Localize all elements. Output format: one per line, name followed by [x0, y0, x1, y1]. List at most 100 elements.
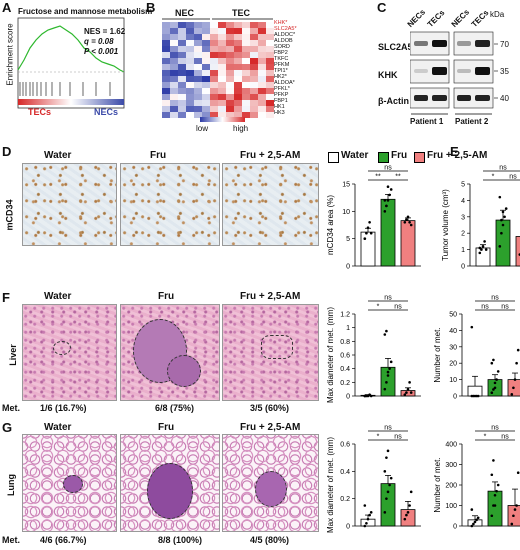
- heatmap-cell: [178, 58, 186, 64]
- heatmap-cell: [250, 58, 258, 64]
- legend-label-fru-25am: Fru + 2,5-AM: [427, 150, 488, 161]
- lung-met-fru-25am: 4/5 (80%): [250, 535, 290, 545]
- heatmap-cell: [218, 94, 226, 100]
- heatmap-legend-high: high: [233, 124, 249, 133]
- data-point: [369, 511, 373, 514]
- significance-label: **: [375, 174, 381, 181]
- heatmap-cell: [178, 106, 186, 112]
- heatmap-cell: [186, 82, 194, 88]
- blot-mw-35: 35: [500, 67, 509, 76]
- y-tick-label: 0: [346, 264, 350, 271]
- heatmap-cell: [186, 106, 194, 112]
- y-tick-label: 0.8: [340, 339, 350, 346]
- bar-fru-2-5-am: [400, 220, 416, 267]
- data-point: [512, 386, 515, 390]
- gsea-plot: [17, 17, 125, 109]
- data-point: [513, 378, 517, 381]
- heatmap-cell: [210, 94, 218, 100]
- heatmap-cell: [250, 34, 258, 40]
- heatmap-cell: [162, 100, 170, 106]
- heatmap-cell: [226, 46, 234, 52]
- heatmap-cell: [226, 76, 234, 82]
- heatmap-cell: [202, 46, 210, 52]
- bar-fru-2-5-am: [400, 509, 416, 527]
- heatmap-cell: [242, 82, 250, 88]
- heatmap-cell: [258, 100, 266, 106]
- gsea-ylabel: Enrichment score: [5, 23, 15, 86]
- blot-kda-label: kDa: [490, 10, 505, 19]
- heatmap-cell: [170, 58, 178, 64]
- heatmap-cell: [210, 112, 218, 118]
- heatmap-gene-label: TPI1*: [274, 68, 288, 74]
- heatmap-cell: [218, 88, 226, 94]
- data-point: [493, 504, 497, 507]
- heatmap-cell: [226, 100, 234, 106]
- data-point: [493, 386, 497, 390]
- heatmap-gene-label: KHK*: [274, 20, 288, 26]
- heatmap-cell: [202, 58, 210, 64]
- heatmap-cell: [226, 22, 234, 28]
- heatmap-cell: [250, 76, 258, 82]
- data-point: [386, 185, 390, 189]
- heatmap-cell: [226, 34, 234, 40]
- bar-fru: [380, 483, 396, 527]
- heatmap-cell: [250, 112, 258, 118]
- band-khk-p2-nec: [457, 69, 471, 73]
- heatmap-cell: [218, 40, 226, 46]
- gsea-rank-gradient: [18, 99, 124, 105]
- heatmap-cell: [194, 112, 202, 118]
- heatmap-cell: [202, 40, 210, 46]
- y-tick-label: 10: [342, 209, 350, 216]
- data-point: [510, 522, 514, 526]
- heatmap-cell: [178, 28, 186, 34]
- data-point: [470, 508, 474, 511]
- data-point: [490, 473, 494, 477]
- heatmap-cell: [170, 82, 178, 88]
- heatmap-cell: [202, 112, 210, 118]
- heatmap-cell: [242, 100, 250, 106]
- heatmap-gene-label: TKFC: [274, 56, 289, 62]
- gsea-frame: [17, 17, 125, 109]
- heatmap-cell: [194, 46, 202, 52]
- significance-label: ns: [384, 165, 392, 172]
- heatmap-gene-label: HK2*: [274, 74, 287, 80]
- heatmap-cell: [234, 22, 242, 28]
- band-khk-p1-tec: [432, 67, 447, 75]
- lung-he-image-fru-25am: [222, 434, 319, 532]
- heatmap-cell: [194, 22, 202, 28]
- significance-label: ns: [384, 425, 392, 432]
- f-row-label: Liver: [7, 344, 18, 366]
- data-point: [403, 517, 407, 521]
- gsea-enrichment-curve: [17, 25, 125, 73]
- y-tick-label: 1.2: [340, 312, 350, 319]
- significance-label: ns: [509, 174, 517, 181]
- f-title-water: Water: [44, 291, 72, 302]
- heatmap-cell: [266, 34, 274, 40]
- heatmap-cell: [170, 34, 178, 40]
- data-point: [500, 231, 503, 235]
- heatmap-cell: [258, 76, 266, 82]
- heatmap-cell: [186, 64, 194, 70]
- heatmap-cell: [218, 112, 226, 118]
- data-point: [492, 388, 495, 391]
- liver-he-image-fru-25am: [222, 304, 319, 401]
- y-axis-label: Max diameter of met. (mm): [326, 437, 335, 533]
- heatmap-cell: [226, 58, 234, 64]
- heatmap-cell: [178, 64, 186, 70]
- heatmap-cell: [194, 34, 202, 40]
- heatmap-color-legend: [200, 117, 245, 122]
- panel-a-label: A: [2, 0, 12, 15]
- heatmap-cell: [234, 52, 242, 58]
- data-point: [476, 516, 480, 520]
- legend-swatch-fru-25am: [414, 152, 425, 163]
- heatmap-cell: [202, 100, 210, 106]
- heatmap-cell: [258, 82, 266, 88]
- heatmap-cell: [170, 88, 178, 94]
- heatmap-cell: [162, 82, 170, 88]
- heatmap-cell: [210, 64, 218, 70]
- data-point: [409, 391, 413, 394]
- gsea-nes: NES = 1.62: [84, 27, 126, 36]
- data-point: [510, 393, 514, 396]
- heatmap-cell: [234, 46, 242, 52]
- data-point: [470, 325, 474, 329]
